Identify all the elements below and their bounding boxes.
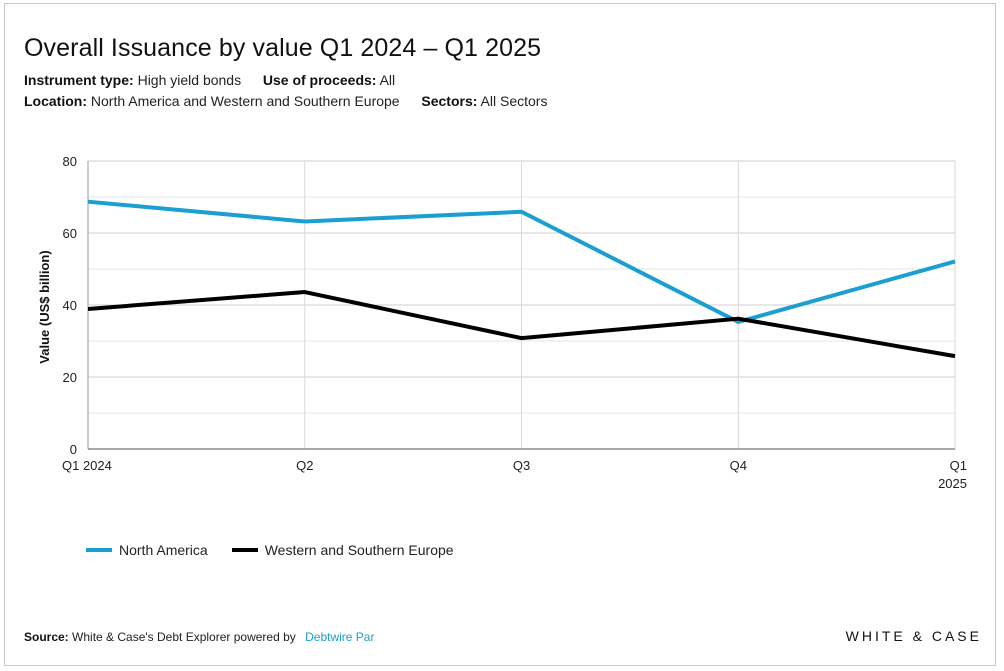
location-label: Location:	[24, 93, 87, 109]
instrument-label: Instrument type:	[24, 72, 134, 88]
y-axis-label: Value (US$ billion)	[37, 250, 52, 363]
y-tick-label: 20	[63, 370, 77, 385]
y-tick-label: 40	[63, 298, 77, 313]
filter-row-2: Location: North America and Western and …	[24, 93, 547, 109]
x-tick-label: Q2	[296, 458, 313, 473]
y-tick-label: 0	[70, 442, 77, 457]
legend-swatch	[86, 548, 112, 552]
legend-label: North America	[119, 542, 208, 558]
instrument-value: High yield bonds	[137, 72, 242, 88]
filter-row-1: Instrument type: High yield bonds Use of…	[24, 72, 395, 88]
source-text: White & Case's Debt Explorer powered by	[72, 630, 296, 644]
y-tick-label: 80	[63, 154, 77, 169]
legend-item: North America	[86, 542, 208, 558]
location-value: North America and Western and Southern E…	[90, 93, 400, 109]
x-tick-label: 2025	[938, 476, 967, 491]
sectors-label: Sectors:	[421, 93, 478, 109]
source-note: Source: White & Case's Debt Explorer pow…	[24, 630, 374, 644]
sectors-value: All Sectors	[480, 93, 548, 109]
source-link[interactable]: Debtwire Par	[305, 630, 375, 644]
x-tick-label: Q1	[950, 458, 967, 473]
x-tick-label: Q1 2024	[62, 458, 112, 473]
chart-legend: North America Western and Southern Europe	[86, 542, 454, 558]
proceeds-label: Use of proceeds:	[262, 72, 377, 88]
x-tick-label: Q4	[730, 458, 747, 473]
chart-title: Overall Issuance by value Q1 2024 – Q1 2…	[24, 34, 542, 62]
x-tick-label: Q3	[513, 458, 530, 473]
brand-logo: WHITE & CASE	[845, 628, 982, 644]
legend-label: Western and Southern Europe	[264, 542, 454, 558]
series-line-north-america	[87, 199, 956, 324]
y-tick-label: 60	[63, 226, 77, 241]
legend-item: Western and Southern Europe	[231, 542, 454, 558]
series-line-europe	[87, 290, 956, 359]
source-label: Source:	[24, 630, 69, 644]
proceeds-value: All	[379, 72, 396, 88]
legend-swatch	[231, 548, 258, 552]
